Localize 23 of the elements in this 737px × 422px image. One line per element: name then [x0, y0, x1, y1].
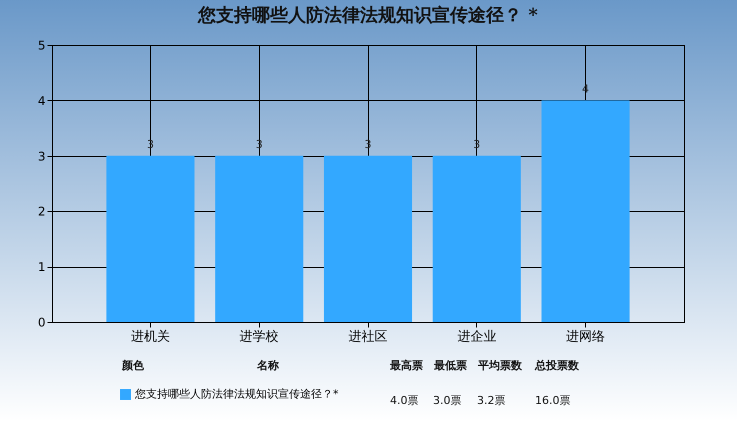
x-tick-label: 进网络 [566, 330, 606, 344]
y-tick-label: 2 [38, 204, 46, 219]
y-tick-label: 0 [38, 316, 46, 330]
text: 16.0票 [535, 393, 570, 408]
y-tick-label: 1 [38, 260, 46, 274]
y-tick-label: 4 [38, 94, 46, 108]
text: 颜色 [122, 358, 144, 373]
x-tick-label: 进社区 [348, 330, 388, 344]
text: 名称 [257, 358, 279, 373]
y-tick-label: 5 [38, 38, 46, 52]
text: 3.2票 [477, 393, 506, 408]
text: 最高票 [390, 358, 423, 373]
x-tick-label: 进学校 [240, 330, 279, 344]
text: 平均票数 [478, 358, 522, 373]
legend-label: 您支持哪些人防法律法规知识宣传途径？* [134, 388, 339, 400]
text: 4.0票 [390, 393, 418, 408]
x-tick-label: 进机关 [130, 330, 170, 344]
text: 3.0票 [433, 393, 462, 408]
y-tick-label: 3 [38, 149, 46, 164]
text: 最低票 [434, 358, 467, 373]
text: 总投票数 [535, 358, 579, 373]
chart-title: 您支持哪些人防法律法规知识宣传途径？ * [197, 5, 538, 26]
x-tick-label: 进企业 [457, 330, 496, 344]
